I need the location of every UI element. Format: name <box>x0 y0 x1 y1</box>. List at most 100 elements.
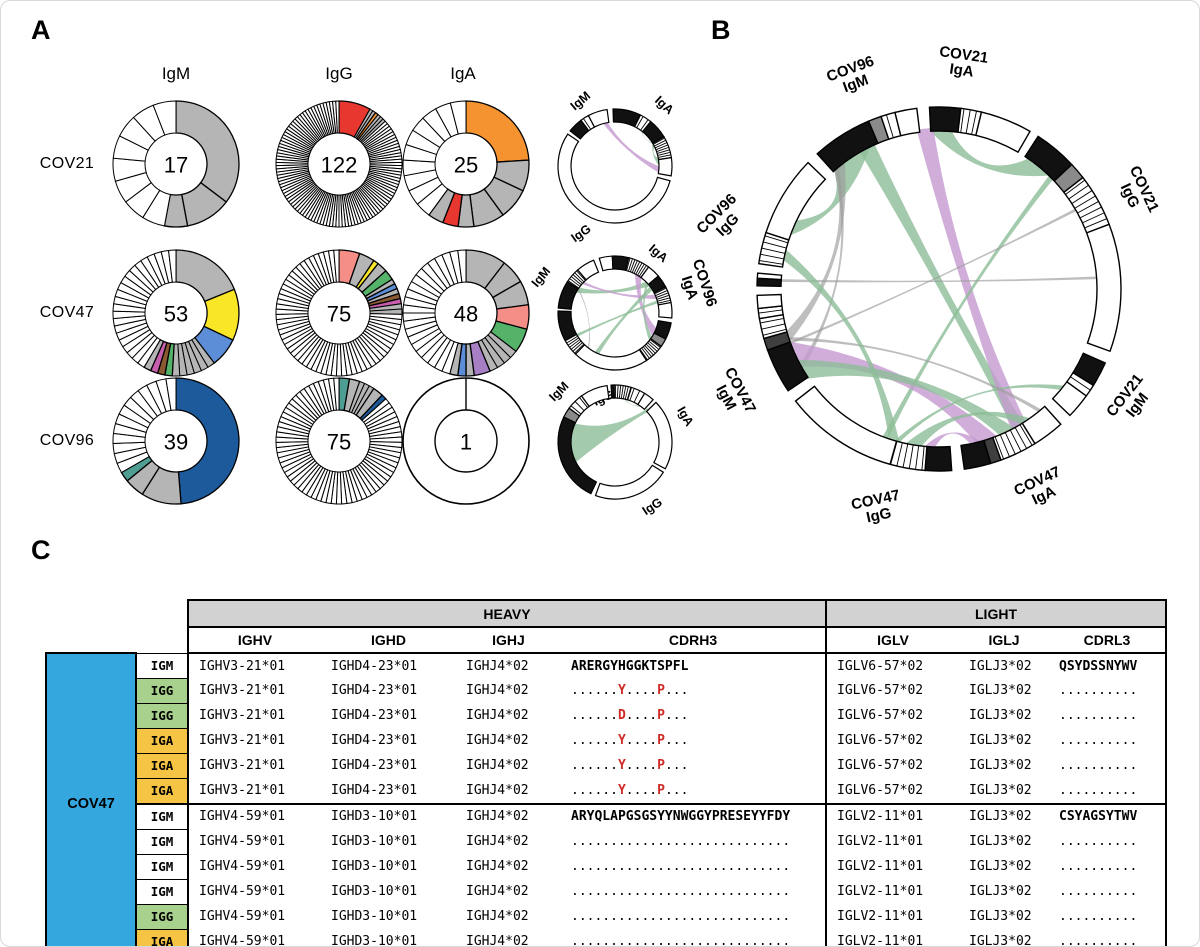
circos-segment-block <box>894 107 921 137</box>
donut-slice <box>175 100 240 203</box>
circos-label: IgG <box>640 495 665 518</box>
cell-iglv: IGLV6-57*02 <box>825 703 959 728</box>
circos-segment-block <box>928 106 962 133</box>
cell-ighj: IGHJ4*02 <box>466 658 529 674</box>
circos-chord <box>794 359 1018 438</box>
isotype-badge: IGG <box>135 702 189 729</box>
cell-iglv: IGLV6-57*02 <box>825 728 959 753</box>
table-row: IGM IGHV4-59*01 IGHD3-10*01 IGHJ4*02.......… <box>46 878 1167 905</box>
circos-hatch-line <box>656 292 669 298</box>
isotype-badge: IGM <box>135 828 189 855</box>
circos-label: COV21IgA <box>938 43 989 81</box>
cell-iglj: IGLJ3*02 <box>969 834 1032 849</box>
circos-hatch-line <box>762 247 785 254</box>
svg-text:IgA: IgA <box>646 242 670 266</box>
circos-chord <box>858 141 1025 432</box>
svg-text:COV96IgG: COV96IgG <box>693 190 751 248</box>
donut-COV96-IgG: 75 <box>275 377 403 505</box>
circos-hatch-line <box>616 385 619 398</box>
heavy-chain-header: HEAVY <box>187 599 827 628</box>
cell-ighd: IGHD3-10*01 <box>321 929 456 946</box>
circos-hatch-line <box>647 342 658 352</box>
donut-COV21-IgA: 25 <box>402 100 530 228</box>
donut-count: 75 <box>327 302 351 327</box>
circos-hatch-line <box>1019 424 1033 446</box>
table-row: IGA IGHV3-21*01 IGHD4-23*01 IGHJ4*02 ......Y… <box>46 752 1167 779</box>
circos-segment-block <box>637 392 654 411</box>
circos-hatch-line <box>994 437 1004 459</box>
column-header-ighd: IGHD <box>321 627 456 654</box>
circos-chord <box>922 432 984 450</box>
circos-segment-block <box>576 259 600 281</box>
cell-iglv: IGLV6-57*02 <box>825 778 959 804</box>
cell-iglj: IGLJ3*02 <box>969 683 1032 698</box>
cell-cdrl3: .......... <box>1049 929 1167 946</box>
cell-cdrh3: ......Y....P... <box>571 782 689 798</box>
cell-iglj: IGLJ3*02 <box>969 782 1032 798</box>
circos-hatch-line <box>658 154 671 158</box>
cell-ighd: IGHD3-10*01 <box>331 884 418 899</box>
circos-hatch-line <box>1014 427 1027 449</box>
circos-hatch-line <box>571 276 582 285</box>
panel-c-label: C <box>31 535 51 565</box>
circos-hatch-line <box>635 263 643 275</box>
cell-iglj: IGLJ3*02 <box>969 884 1032 899</box>
circos-hatch-line <box>639 349 648 360</box>
cell-cdrl3: CSYAGSYTWV <box>1049 802 1167 829</box>
table-row: IGM IGHV4-59*01 IGHD3-10*01 IGHJ4*02.......… <box>46 828 1167 855</box>
sample-group-label: COV47 <box>45 652 137 946</box>
isotype-badge: IGA <box>135 928 189 946</box>
circos-hatch-line <box>965 110 971 133</box>
circos-hatch-line <box>657 297 670 302</box>
svg-text:COV47IgA: COV47IgA <box>1011 463 1069 513</box>
circos-hatch-line <box>971 111 977 134</box>
circos-hatch-line <box>886 115 894 138</box>
circos-hatch-line <box>763 241 787 249</box>
donut-COV47-IgM: 53 <box>112 249 240 377</box>
circos-hatch-line <box>760 253 784 260</box>
circos-segment-block <box>657 157 673 177</box>
circos-hatch-line <box>633 390 640 403</box>
cell-ighj: IGHJ4*02 <box>466 834 529 849</box>
cell-cdrl3: .......... <box>1049 728 1167 753</box>
circos-hatch-line <box>574 344 584 354</box>
cell-ighj: IGHJ4*02 <box>466 859 529 874</box>
donut-count: 48 <box>454 302 478 327</box>
cell-cdrh3: ......Y....P... <box>571 733 689 748</box>
cell-ighv: IGHV4-59*01 <box>187 929 321 946</box>
circos-hatch-line <box>1074 195 1096 209</box>
circos-hatch-line <box>761 323 785 330</box>
donut-count: 75 <box>327 430 351 455</box>
cell-iglj: IGLJ3*02 <box>969 758 1032 773</box>
circos-chord <box>573 299 661 338</box>
donut-count: 122 <box>321 153 358 178</box>
circos-hatch-line <box>626 258 631 271</box>
table-row: IGG IGHV3-21*01 IGHD4-23*01 IGHJ4*02 ......Y… <box>46 677 1167 704</box>
svg-text:COV47IgG: COV47IgG <box>850 487 905 529</box>
circos-hatch-line <box>1068 185 1089 200</box>
cell-ighd: IGHD3-10*01 <box>321 802 456 829</box>
donut-slice <box>335 100 340 134</box>
cell-ighv: IGHV4-59*01 <box>187 829 321 854</box>
column-header-ighj: IGHJ <box>456 627 561 654</box>
cell-ighd: IGHD4-23*01 <box>331 658 418 674</box>
circos-segment-block <box>765 161 827 241</box>
circos-hatch-line <box>583 118 591 130</box>
svg-text:IgM: IgM <box>546 379 571 404</box>
cell-cdrl3: .......... <box>1049 829 1167 854</box>
donut-slice <box>175 377 240 505</box>
cell-ighj: IGHJ4*02 <box>456 929 561 946</box>
circos-hatch-line <box>650 339 661 348</box>
circos-hatch-line <box>902 444 909 468</box>
circos-hatch-line <box>1084 218 1107 229</box>
circos-hatch-line <box>1005 432 1016 454</box>
cell-cdrl3: QSYDSSNYWV <box>1049 653 1167 678</box>
donut-count: 25 <box>454 153 478 178</box>
circos-label: COV47IgA <box>1011 463 1069 513</box>
cell-iglj: IGLJ3*02 <box>969 909 1032 924</box>
isotype-badge: IGG <box>135 903 189 930</box>
circos-chord <box>787 207 1080 346</box>
cell-iglv: IGLV2-11*01 <box>825 879 959 904</box>
cell-ighv: IGHV3-21*01 <box>187 778 321 804</box>
